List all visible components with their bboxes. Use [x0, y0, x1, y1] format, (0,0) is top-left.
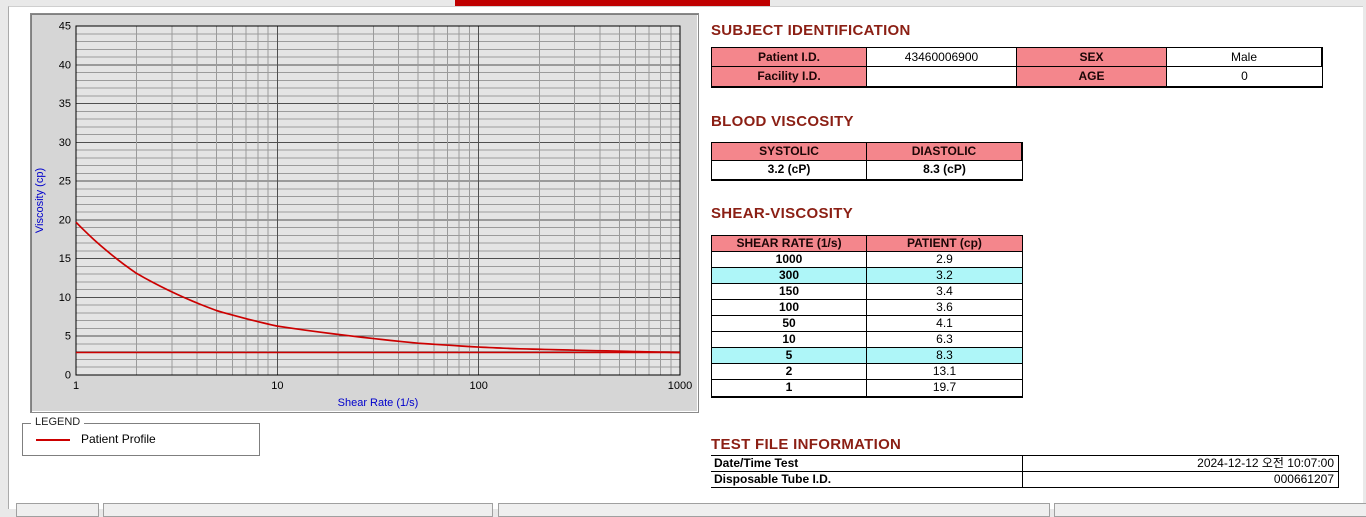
legend-series-label: Patient Profile: [81, 432, 156, 446]
viscosity-chart-svg: 0 5 10 15 20 25 30 35 40 45 1 10 100 1000 Shear Rate (…: [34, 21, 692, 410]
test-file-information-heading: TEST FILE INFORMATION: [711, 436, 902, 453]
patient-cp-cell: 8.3: [867, 348, 1022, 364]
svg-text:10: 10: [59, 292, 71, 304]
svg-text:Shear Rate (1/s): Shear Rate (1/s): [338, 397, 419, 409]
shear-header-row: SHEAR RATE (1/s) PATIENT (cp): [712, 236, 1022, 252]
systolic-header: SYSTOLIC: [712, 143, 867, 161]
bottom-panel-fragment[interactable]: [103, 503, 493, 517]
patient-cp-cell: 4.1: [867, 316, 1022, 332]
shear-viscosity-heading: SHEAR-VISCOSITY: [711, 205, 854, 222]
patient-cp-cell: 3.6: [867, 300, 1022, 316]
patient-cp-cell: 3.4: [867, 284, 1022, 300]
subject-identification-heading: SUBJECT IDENTIFICATION: [711, 22, 911, 39]
facility-id-value: [867, 67, 1017, 86]
age-label: AGE: [1017, 67, 1167, 86]
svg-text:1: 1: [73, 380, 79, 392]
svg-text:0: 0: [65, 370, 71, 382]
patient-cp-header: PATIENT (cp): [867, 236, 1022, 252]
shear-row: 1 19.7: [712, 380, 1022, 396]
svg-text:40: 40: [59, 59, 71, 71]
svg-text:Viscosity (cp): Viscosity (cp): [34, 168, 46, 233]
patient-profile-line-sample: [36, 439, 70, 441]
shear-row: 50 4.1: [712, 316, 1022, 332]
test-file-information-table: Date/Time Test 2024-12-12 오전 10:07:00 Di…: [711, 455, 1339, 488]
patient-cp-cell: 6.3: [867, 332, 1022, 348]
patient-id-label: Patient I.D.: [712, 48, 867, 67]
disposable-tube-id-value: 000661207: [1022, 472, 1339, 488]
blood-viscosity-heading: BLOOD VISCOSITY: [711, 113, 854, 130]
blood-viscosity-table: SYSTOLIC DIASTOLIC 3.2 (cP) 8.3 (cP): [711, 142, 1023, 181]
shear-row: 10 6.3: [712, 332, 1022, 348]
sex-label: SEX: [1017, 48, 1167, 67]
shear-rate-cell: 2: [712, 364, 867, 380]
svg-text:15: 15: [59, 253, 71, 265]
svg-text:5: 5: [65, 331, 71, 343]
shear-rate-cell: 100: [712, 300, 867, 316]
legend-box: LEGEND Patient Profile: [22, 416, 260, 456]
date-time-test-label: Date/Time Test: [711, 456, 1022, 472]
test-file-row: Date/Time Test 2024-12-12 오전 10:07:00: [711, 456, 1339, 472]
titlebar-fragment: [455, 0, 770, 6]
content-layer: 0 5 10 15 20 25 30 35 40 45 1 10 100 1000 Shear Rate (…: [8, 6, 1366, 517]
shear-viscosity-table: SHEAR RATE (1/s) PATIENT (cp) 1000 2.9 3…: [711, 235, 1023, 398]
svg-text:1000: 1000: [668, 380, 692, 392]
shear-rate-cell: 50: [712, 316, 867, 332]
shear-row: 300 3.2: [712, 268, 1022, 284]
shear-rate-cell: 5: [712, 348, 867, 364]
shear-rate-cell: 10: [712, 332, 867, 348]
sex-value: Male: [1167, 48, 1322, 67]
shear-rate-cell: 1000: [712, 252, 867, 268]
diastolic-value: 8.3 (cP): [867, 161, 1022, 179]
bottom-panel-fragment[interactable]: [498, 503, 1050, 517]
svg-text:100: 100: [469, 380, 487, 392]
shear-row: 2 13.1: [712, 364, 1022, 380]
subject-identification-table: Patient I.D. 43460006900 SEX Male Facili…: [711, 47, 1323, 88]
svg-text:25: 25: [59, 176, 71, 188]
patient-cp-cell: 13.1: [867, 364, 1022, 380]
legend-title: LEGEND: [31, 416, 85, 428]
viscosity-chart: 0 5 10 15 20 25 30 35 40 45 1 10 100 1000 Shear Rate (…: [30, 13, 699, 413]
diastolic-header: DIASTOLIC: [867, 143, 1022, 161]
shear-rate-cell: 1: [712, 380, 867, 396]
systolic-value: 3.2 (cP): [712, 161, 867, 179]
patient-id-value: 43460006900: [867, 48, 1017, 67]
patient-cp-cell: 19.7: [867, 380, 1022, 396]
shear-row: 5 8.3: [712, 348, 1022, 364]
shear-row: 150 3.4: [712, 284, 1022, 300]
test-file-row: Disposable Tube I.D. 000661207: [711, 472, 1339, 488]
svg-text:35: 35: [59, 98, 71, 110]
patient-cp-cell: 2.9: [867, 252, 1022, 268]
bottom-panel-fragment[interactable]: [1054, 503, 1366, 517]
disposable-tube-id-label: Disposable Tube I.D.: [711, 472, 1022, 488]
patient-cp-cell: 3.2: [867, 268, 1022, 284]
shear-rate-header: SHEAR RATE (1/s): [712, 236, 867, 252]
shear-rate-cell: 150: [712, 284, 867, 300]
svg-text:10: 10: [271, 380, 283, 392]
shear-rate-cell: 300: [712, 268, 867, 284]
age-value: 0: [1167, 67, 1322, 86]
shear-row: 1000 2.9: [712, 252, 1022, 268]
facility-id-label: Facility I.D.: [712, 67, 867, 86]
bottom-button-fragment[interactable]: [16, 503, 99, 517]
svg-text:20: 20: [59, 214, 71, 226]
svg-text:45: 45: [59, 21, 71, 33]
date-time-test-value: 2024-12-12 오전 10:07:00: [1022, 456, 1339, 472]
shear-row: 100 3.6: [712, 300, 1022, 316]
svg-text:30: 30: [59, 137, 71, 149]
